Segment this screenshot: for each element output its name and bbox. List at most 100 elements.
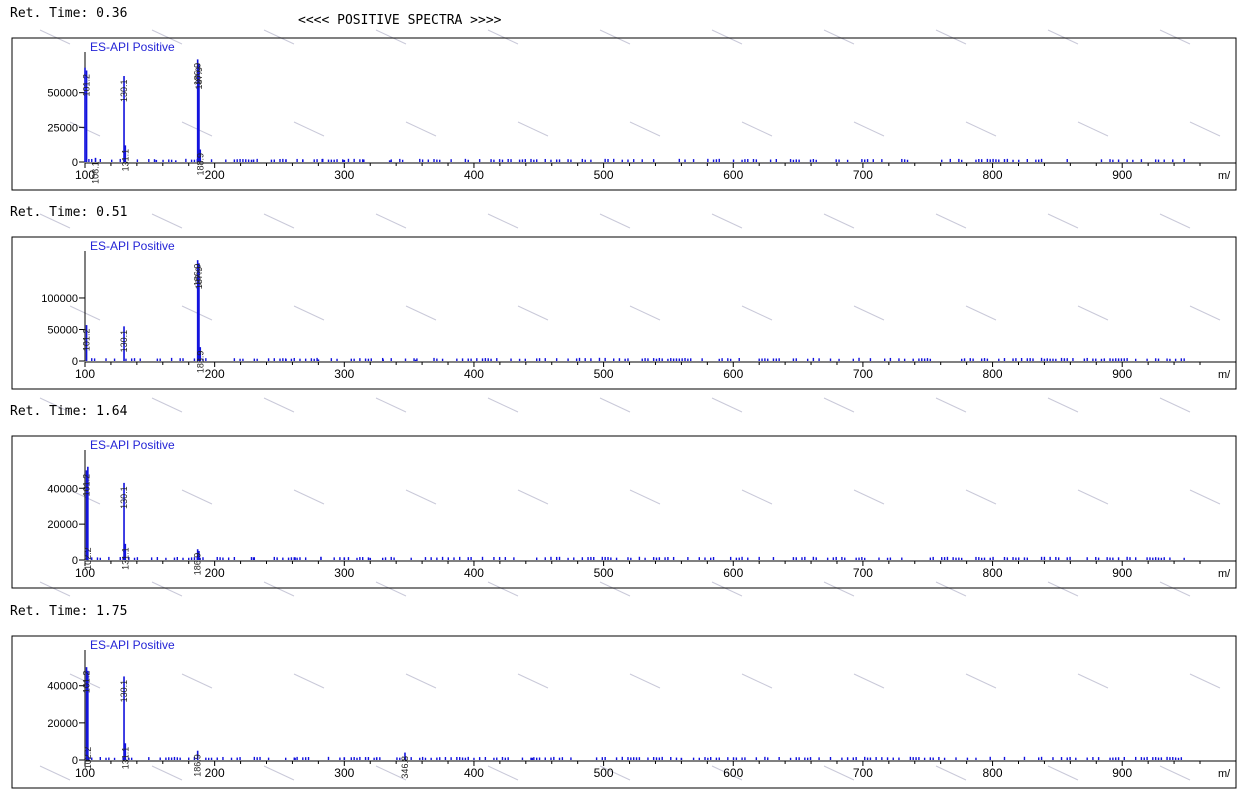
ionization-mode-label: ES-API Positive — [90, 638, 175, 652]
watermark-mark — [151, 765, 183, 781]
watermark-mark — [151, 213, 183, 229]
watermark-mark — [823, 29, 855, 45]
watermark-mark — [629, 121, 661, 137]
y-tick-label: 0 — [72, 356, 78, 368]
peak-mz-label: 187.9 — [194, 67, 204, 90]
watermark-mark — [965, 305, 997, 321]
watermark-mark — [711, 397, 743, 413]
watermark-mark — [1077, 121, 1109, 137]
watermark-mark — [405, 121, 437, 137]
watermark-mark — [1047, 765, 1079, 781]
peak-mz-label: 101.2 — [82, 74, 92, 97]
peak-mz-label: 188.9 — [195, 351, 205, 374]
x-axis-unit: m/ — [1218, 369, 1231, 381]
x-axis-unit: m/ — [1218, 768, 1231, 780]
peak-mz-label: 130.1 — [119, 79, 129, 102]
watermark-mark — [1077, 305, 1109, 321]
y-tick-label: 40000 — [47, 681, 78, 693]
x-tick-label: 100 — [75, 566, 95, 580]
x-tick-label: 400 — [464, 367, 484, 381]
watermark-mark — [405, 673, 437, 689]
retention-time-label: Ret. Time: 1.64 — [10, 404, 128, 419]
watermark-mark — [1159, 29, 1191, 45]
spectrum-panel: Ret. Time: 0.51 ES-API Positive 0 50000 1000… — [10, 205, 1237, 390]
x-tick-label: 200 — [205, 566, 225, 580]
y-tick-label: 0 — [72, 755, 78, 767]
peak-mz-label: 130.1 — [119, 486, 129, 509]
x-tick-label: 900 — [1112, 168, 1132, 182]
watermark-mark — [599, 397, 631, 413]
watermark-mark — [39, 581, 71, 597]
watermark-mark — [741, 121, 773, 137]
watermark-mark — [853, 305, 885, 321]
spectra-banner: <<<< POSITIVE SPECTRA >>>> — [298, 13, 502, 28]
watermark-mark — [487, 581, 519, 597]
x-tick-label: 300 — [334, 168, 354, 182]
y-tick-label: 0 — [72, 555, 78, 567]
watermark-mark — [1047, 213, 1079, 229]
watermark-mark — [375, 581, 407, 597]
baseline-noise — [88, 756, 1183, 760]
y-tick-label: 100000 — [41, 293, 78, 305]
x-tick-label: 700 — [853, 766, 873, 780]
watermark-mark — [151, 29, 183, 45]
watermark-mark — [293, 305, 325, 321]
watermark-mark — [853, 673, 885, 689]
ionization-mode-label: ES-API Positive — [90, 40, 175, 54]
watermark-mark — [853, 489, 885, 505]
watermark-mark — [375, 397, 407, 413]
panel-frame — [11, 236, 1237, 390]
x-tick-label: 200 — [205, 168, 225, 182]
watermark-mark — [599, 213, 631, 229]
watermark-mark — [599, 581, 631, 597]
watermark-mark — [293, 121, 325, 137]
retention-time-label: Ret. Time: 1.75 — [10, 604, 127, 619]
y-tick-label: 40000 — [47, 483, 78, 495]
x-tick-label: 600 — [723, 566, 743, 580]
x-tick-label: 700 — [853, 367, 873, 381]
watermark-mark — [487, 397, 519, 413]
watermark-mark — [39, 213, 71, 229]
peak-mz-label: 102.2 — [83, 747, 93, 770]
x-tick-label: 800 — [983, 766, 1003, 780]
watermark-mark — [263, 29, 295, 45]
x-tick-label: 700 — [853, 566, 873, 580]
watermark-mark — [629, 673, 661, 689]
x-tick-label: 600 — [723, 367, 743, 381]
watermark-mark — [965, 489, 997, 505]
panel-frame — [11, 435, 1237, 589]
peak-mz-label: 130.1 — [119, 680, 129, 703]
watermark-mark — [741, 489, 773, 505]
x-tick-label: 100 — [75, 168, 95, 182]
peak-mz-label: 186.9 — [193, 553, 203, 576]
watermark-mark — [965, 673, 997, 689]
x-tick-label: 300 — [334, 766, 354, 780]
spectrum-panel: Ret. Time: 1.64 ES-API Positive 0 20000 4000… — [10, 404, 1237, 589]
x-tick-label: 500 — [594, 168, 614, 182]
watermark-mark — [263, 213, 295, 229]
retention-time-label: Ret. Time: 0.36 — [10, 6, 127, 21]
watermark-mark — [517, 673, 549, 689]
watermark-mark — [293, 489, 325, 505]
x-tick-label: 500 — [594, 367, 614, 381]
y-tick-label: 50000 — [47, 88, 78, 100]
watermark-mark — [823, 397, 855, 413]
y-tick-label: 20000 — [47, 519, 78, 531]
watermark-mark — [1159, 397, 1191, 413]
x-tick-label: 400 — [464, 168, 484, 182]
peak-mz-label: 187.9 — [194, 267, 204, 290]
watermark-mark — [629, 305, 661, 321]
watermark-mark — [181, 673, 213, 689]
watermark-mark — [935, 581, 967, 597]
y-tick-label: 0 — [72, 157, 78, 169]
peak-mz-label: 131.1 — [120, 747, 130, 770]
watermark-mark — [1047, 397, 1079, 413]
peak-mz-label: 130.1 — [119, 330, 129, 353]
x-axis-unit: m/ — [1218, 170, 1231, 182]
panel-frame — [11, 635, 1237, 789]
watermark-mark — [487, 29, 519, 45]
watermark-mark — [375, 213, 407, 229]
x-tick-label: 900 — [1112, 367, 1132, 381]
